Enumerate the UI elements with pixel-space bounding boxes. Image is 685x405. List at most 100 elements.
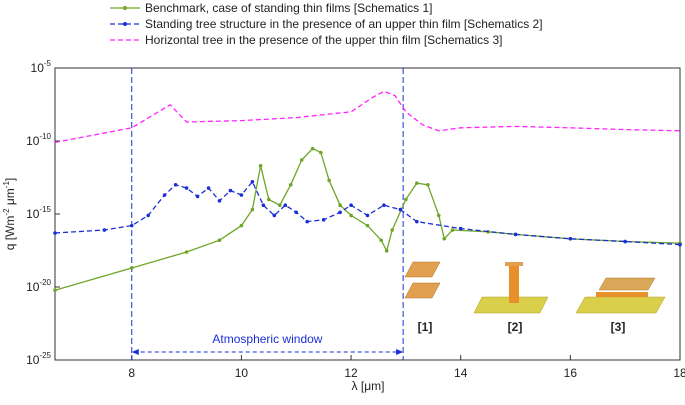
data-point [436,213,441,218]
y-tick-label: 10-5 [31,59,52,75]
y-tick-label: 10-25 [26,351,51,367]
data-point [442,237,447,241]
data-point [261,203,266,208]
data-point [365,223,370,228]
y-tick-base: 10 [26,207,40,221]
data-point [272,213,277,218]
y-tick-exponent: -25 [39,351,51,360]
data-point [184,186,189,190]
data-point [513,232,518,237]
x-tick-label: 10 [235,366,249,380]
schematics [404,261,666,314]
legend-label: Standing tree structure in the presence … [145,17,543,31]
data-point [102,228,107,232]
data-point [162,193,167,197]
data-point [53,231,57,235]
y-label-text: q [Wm [3,216,17,251]
y-tick-exponent: -15 [39,205,51,214]
data-point [327,178,331,183]
schematic-film [404,282,441,299]
data-point [129,223,134,228]
data-point [299,158,304,162]
y-tick-base: 10 [26,353,40,367]
legend-label: Benchmark, case of standing thin films [… [145,1,432,15]
schematic-film [404,261,441,278]
schematic-label: [3] [611,320,626,334]
data-point [277,203,282,208]
data-point [184,250,189,254]
data-point [53,288,57,293]
y-axis-label: q [Wm-2 μm-1] [2,178,17,251]
x-tick-label: 16 [564,366,578,380]
data-point [349,203,353,208]
data-point [173,183,178,187]
y-tick-label: 10-15 [26,205,51,221]
schematic-tree [509,265,519,303]
series-line [54,147,681,291]
y-label-text: μm [3,188,17,208]
data-point [349,213,353,218]
data-point [365,213,370,218]
data-point [450,228,455,232]
data-point [250,180,255,184]
data-point [283,203,288,208]
y-tick-label: 10-20 [26,278,51,294]
data-point [294,210,299,215]
data-point [458,226,463,231]
x-tick-label: 12 [344,366,358,380]
data-point [195,194,200,199]
data-point [415,219,419,224]
y-tick-exponent: -5 [44,59,52,68]
schematic-label: [1] [418,320,433,334]
data-point [258,164,263,168]
data-point [239,193,244,197]
y-tick-base: 10 [26,280,40,294]
y-tick-exponent: -10 [39,132,51,141]
data-point [379,238,384,243]
data-point [415,181,419,185]
schematic-substrate [473,296,549,314]
data-point [398,207,403,212]
data-point [129,266,134,270]
data-point [250,207,255,212]
data-point [217,238,222,243]
data-point [319,150,323,155]
data-point [623,239,627,244]
y-tick-base: 10 [26,134,40,148]
y-tick-label: 10-10 [26,132,51,148]
data-point [146,213,151,218]
data-point [206,186,211,190]
data-point [568,237,573,241]
x-axis-label: λ [μm] [352,379,385,393]
x-tick-label: 18 [673,366,685,380]
data-point [217,199,222,203]
x-tick-label: 8 [128,366,135,380]
data-point [305,219,309,224]
data-point [239,223,244,228]
data-point [404,197,408,202]
data-point [267,197,271,202]
data-point [228,188,233,193]
schematic-substrate [575,296,666,314]
y-tick-exponent: -20 [39,278,51,287]
schematic-label: [2] [508,320,523,334]
schematic-film [505,262,523,266]
data-point [382,203,386,208]
x-tick-label: 14 [454,366,468,380]
data-point [384,249,389,253]
y-label-superscript: -1 [2,181,11,189]
y-label-superscript: -2 [2,208,11,216]
data-point [390,228,394,232]
data-point [338,210,342,215]
y-label-text: ] [3,178,17,181]
legend-label: Horizontal tree in the presence of the u… [145,33,503,47]
data-point [338,203,342,208]
data-point [321,218,326,222]
data-point [310,146,315,151]
data-point [288,183,293,187]
data-point [678,242,682,247]
series-line [54,180,681,246]
legend-marker [123,6,127,10]
schematic-tree [596,292,648,297]
y-tick-base: 10 [31,61,45,75]
